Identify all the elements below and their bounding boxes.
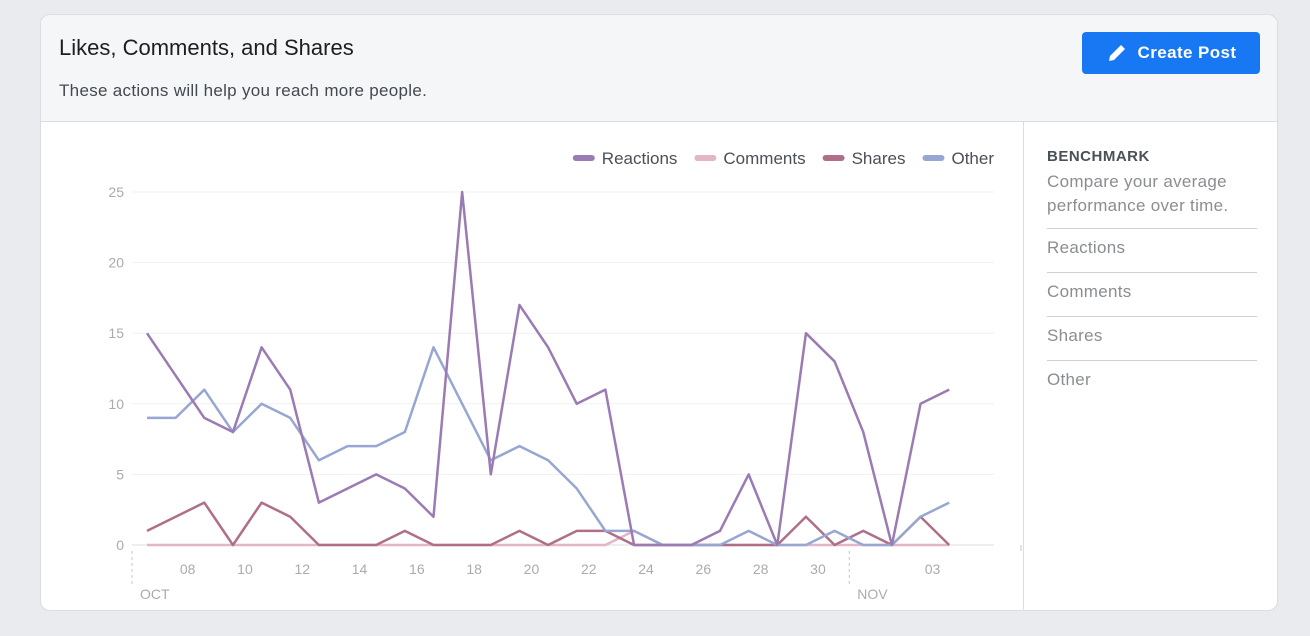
card-header: Likes, Comments, and Shares These action… [41,15,1277,122]
create-post-button[interactable]: Create Post [1082,32,1260,74]
benchmark-panel: BENCHMARK Compare your average performan… [1023,122,1277,610]
title: Likes, Comments, and Shares [59,35,354,60]
benchmark-title: BENCHMARK [1047,148,1150,165]
series-line [145,190,950,547]
benchmark-item[interactable]: Other [1047,360,1257,404]
benchmark-item[interactable]: Shares [1047,316,1257,360]
series-line [147,346,950,547]
x-tick-label: 22 [581,561,597,577]
y-tick-label: 20 [108,255,124,271]
benchmark-item[interactable]: Comments [1047,272,1257,316]
chart: 0 5 10 15 20 25 08 10 12 14 16 18 20 22 24 26 28 30 03 OCT N… [108,149,1022,602]
legend-label: Comments [723,149,805,168]
x-tick-label: 26 [696,561,712,577]
legend-label: Shares [852,149,906,168]
y-tick-label: 0 [116,537,124,553]
legend-label: Other [951,149,994,168]
card: Likes, Comments, and Shares These action… [40,14,1278,611]
month-label: OCT [140,586,170,602]
x-tick-label: 12 [294,561,310,577]
y-tick-label: 25 [108,184,124,200]
legend-label: Reactions [602,149,678,168]
x-tick-label: 28 [753,561,769,577]
x-tick-label: 24 [638,561,654,577]
x-tick-label: 10 [237,561,253,577]
pencil-icon [1108,45,1125,61]
x-tick-label: 14 [352,561,368,577]
y-tick-label: 10 [108,396,124,412]
y-tick-label: 15 [108,325,124,341]
subtitle: These actions will help you reach more p… [59,81,428,100]
x-tick-label: 16 [409,561,425,577]
x-tick-label: 03 [925,561,941,577]
benchmark-description: Compare your average performance over ti… [1047,172,1229,215]
benchmark-item[interactable]: Reactions [1047,228,1257,272]
month-label: NOV [857,586,888,602]
x-tick-label: 18 [466,561,482,577]
x-tick-label: 30 [810,561,826,577]
button-label: Create Post [1137,43,1237,62]
x-tick-label: 20 [524,561,540,577]
y-tick-label: 5 [116,466,124,482]
x-tick-label: 08 [180,561,196,577]
benchmark-list: Reactions Comments Shares Other [1047,228,1257,404]
series-line [146,501,951,547]
